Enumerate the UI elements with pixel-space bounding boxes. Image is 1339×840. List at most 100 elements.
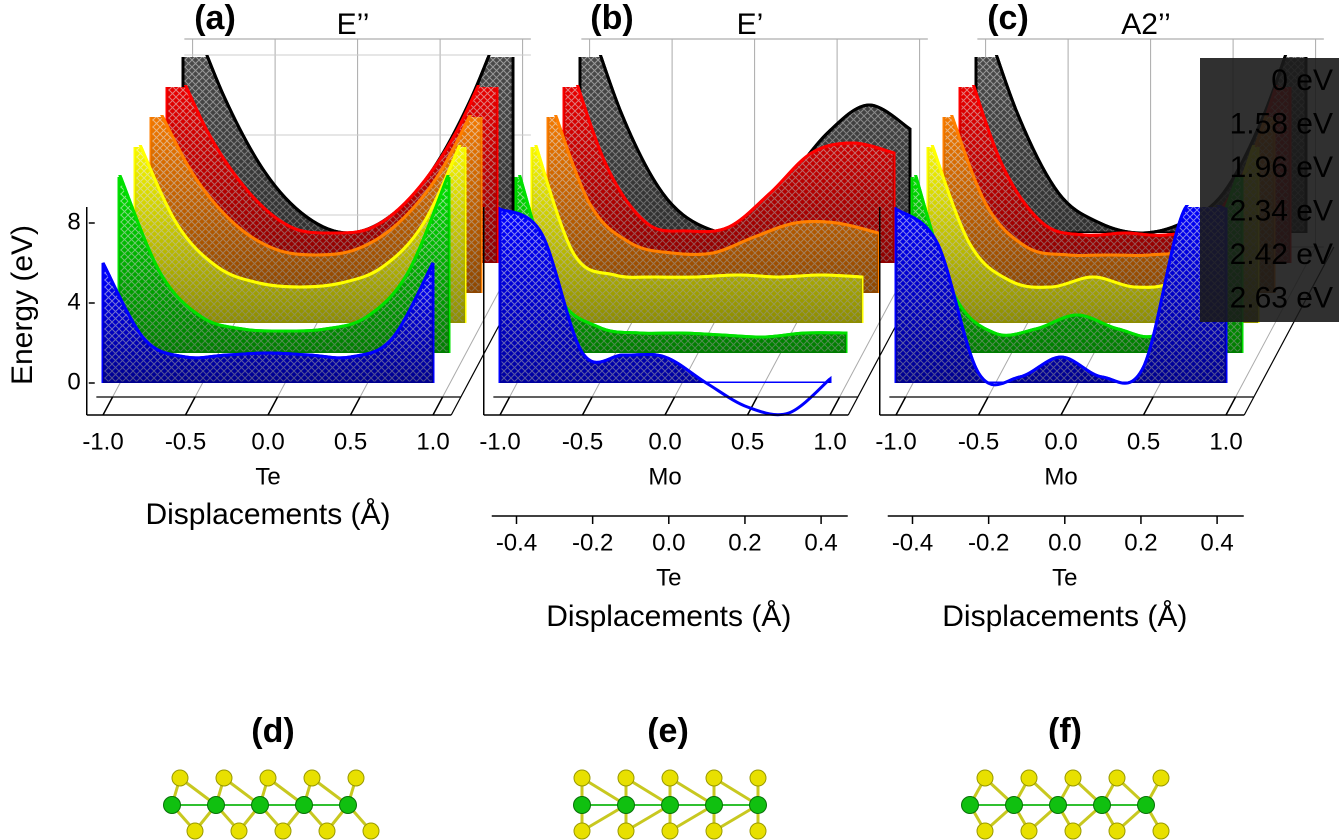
area-shade xyxy=(500,209,830,383)
legend-box xyxy=(1200,58,1339,322)
x-tick-label: 0.0 xyxy=(251,428,284,455)
x-tick xyxy=(102,396,114,416)
atom-te xyxy=(215,769,233,787)
area-shade xyxy=(532,147,862,323)
atom-te xyxy=(1020,769,1038,787)
series-layer xyxy=(101,262,435,383)
atom-te xyxy=(661,769,679,787)
atom-te xyxy=(573,769,591,787)
x-tick xyxy=(746,396,758,416)
x-atom-label: Mo xyxy=(1044,463,1077,490)
series-line xyxy=(118,175,450,333)
atom-te xyxy=(976,822,994,840)
x-tick-label: -0.5 xyxy=(165,428,206,455)
x2-atom-label: Te xyxy=(656,564,681,591)
atom-mo xyxy=(251,796,269,814)
atom-mo xyxy=(1137,796,1155,814)
atom-mo xyxy=(295,796,313,814)
series-line xyxy=(534,145,863,279)
series-layer xyxy=(149,115,483,293)
legend-label: 0 eV xyxy=(1271,64,1333,97)
atom-te xyxy=(1020,822,1038,840)
series-layer xyxy=(894,205,1228,387)
x-tick-label: -1.0 xyxy=(875,428,916,455)
chart-title: E’’ xyxy=(337,8,370,41)
x2-atom-label: Te xyxy=(1052,564,1077,591)
structure-label: (e) xyxy=(647,712,689,750)
legend-label: 2.42 eV xyxy=(1230,238,1333,271)
atom-mo xyxy=(661,796,679,814)
atom-te xyxy=(617,822,635,840)
x-tick-label: 1.0 xyxy=(813,428,846,455)
atom-te xyxy=(976,769,994,787)
x-atom-label: Te xyxy=(255,463,280,490)
area-shade xyxy=(564,87,894,263)
x-tick-label: 0.5 xyxy=(1127,428,1160,455)
x-tick xyxy=(895,396,907,416)
series-line xyxy=(575,85,895,234)
x-tick-label: 1.0 xyxy=(416,428,449,455)
atom-mo xyxy=(1005,796,1023,814)
x-axis-label: Displacements (Å) xyxy=(546,600,791,633)
atom-te xyxy=(303,769,321,787)
atom-te xyxy=(1108,769,1126,787)
x-axis-label: Displacements (Å) xyxy=(145,498,390,531)
series-line xyxy=(138,145,462,289)
x-tick xyxy=(432,396,444,416)
series-line xyxy=(554,115,879,257)
x2-tick-label: 0.2 xyxy=(1124,529,1157,556)
x-tick-label: -0.5 xyxy=(562,428,603,455)
atom-te xyxy=(1152,769,1170,787)
atom-te xyxy=(230,822,248,840)
series-line xyxy=(183,85,481,235)
x-tick xyxy=(267,396,279,416)
x2-tick-label: 0.0 xyxy=(1048,529,1081,556)
series-layer xyxy=(530,145,864,323)
x2-tick-label: -0.2 xyxy=(572,529,613,556)
x-tick xyxy=(664,396,676,416)
y-axis-label: Energy (eV) xyxy=(6,225,39,385)
legend-label: 2.63 eV xyxy=(1230,281,1333,314)
x-tick xyxy=(1060,396,1072,416)
x-tick-label: -0.5 xyxy=(958,428,999,455)
panel-label: (a) xyxy=(194,0,236,37)
structure xyxy=(163,769,380,840)
atom-mo xyxy=(163,796,181,814)
atom-mo xyxy=(705,796,723,814)
structure xyxy=(573,769,767,840)
structure xyxy=(961,769,1170,840)
x-tick-label: 1.0 xyxy=(1209,428,1242,455)
atom-te xyxy=(661,822,679,840)
x2-tick-label: -0.2 xyxy=(968,529,1009,556)
atom-te xyxy=(705,769,723,787)
area-shade xyxy=(151,117,481,293)
structure-label: (d) xyxy=(251,712,294,750)
x-tick xyxy=(349,396,361,416)
atom-te xyxy=(347,769,365,787)
y-tick-label: 0 xyxy=(67,368,80,395)
x2-tick-label: 0.4 xyxy=(804,529,837,556)
series-layer xyxy=(546,115,880,293)
x-tick-label: 0.0 xyxy=(1044,428,1077,455)
atom-te xyxy=(705,822,723,840)
area-shade xyxy=(135,147,465,323)
legend: 0 eV 1.58 eV 1.96 eV 2.34 eV 2.42 eV 2.63 eV xyxy=(1200,58,1339,322)
chart-title: E’ xyxy=(737,8,764,41)
y-tick-label: 8 xyxy=(67,208,80,235)
x-tick-label: -1.0 xyxy=(82,428,123,455)
atom-mo xyxy=(961,796,979,814)
series-layer xyxy=(133,145,467,323)
panel-label: (b) xyxy=(590,0,633,37)
x-tick-label: 0.0 xyxy=(648,428,681,455)
area-shade xyxy=(103,263,433,383)
legend-label: 1.58 eV xyxy=(1230,107,1333,140)
atom-mo xyxy=(339,796,357,814)
x-tick-label: 0.5 xyxy=(731,428,764,455)
series-layer xyxy=(562,85,896,263)
legend-label: 2.34 eV xyxy=(1230,194,1333,227)
y-tick-label: 4 xyxy=(67,288,80,315)
atom-te xyxy=(749,822,767,840)
chart-title: A2’’ xyxy=(1121,8,1170,41)
atom-te xyxy=(362,822,380,840)
